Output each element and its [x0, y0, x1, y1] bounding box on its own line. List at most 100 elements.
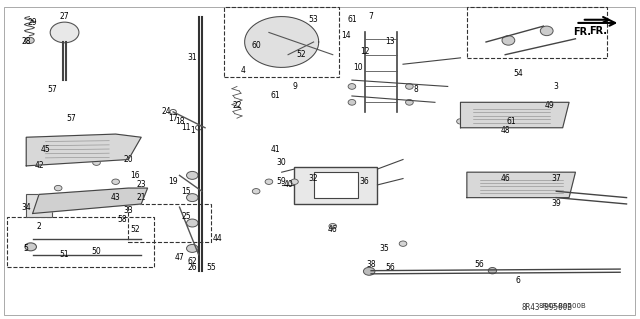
Ellipse shape [502, 36, 515, 45]
Text: 2: 2 [36, 222, 42, 231]
Text: 17: 17 [168, 114, 178, 123]
Text: 57: 57 [66, 114, 76, 123]
Bar [467, 7, 607, 58]
Text: 41: 41 [271, 145, 280, 154]
Ellipse shape [265, 179, 273, 184]
Text: 7: 7 [369, 12, 374, 21]
Text: 46: 46 [500, 174, 510, 183]
Text: 36: 36 [360, 177, 369, 186]
Text: 43: 43 [111, 193, 120, 202]
Text: 62: 62 [188, 257, 197, 266]
Ellipse shape [186, 194, 198, 202]
Ellipse shape [406, 84, 413, 89]
Text: 61: 61 [347, 15, 356, 24]
Text: 37: 37 [552, 174, 561, 183]
Ellipse shape [50, 22, 79, 43]
Text: 24: 24 [162, 108, 172, 116]
Bar [7, 217, 154, 268]
Text: 31: 31 [188, 53, 197, 62]
Text: 35: 35 [379, 244, 388, 253]
Text: 8: 8 [413, 85, 418, 94]
Text: 18: 18 [175, 117, 184, 126]
Text: 34: 34 [21, 203, 31, 211]
Text: 47: 47 [175, 254, 184, 263]
Polygon shape [461, 102, 569, 128]
Text: 10: 10 [353, 63, 363, 72]
Text: 42: 42 [34, 161, 44, 170]
Text: 33: 33 [124, 206, 133, 215]
Ellipse shape [508, 120, 515, 126]
Text: 14: 14 [340, 31, 350, 40]
Text: 1: 1 [190, 126, 195, 135]
Text: 22: 22 [232, 101, 242, 110]
Ellipse shape [399, 241, 407, 246]
Text: 29: 29 [28, 19, 37, 27]
Text: 4: 4 [241, 66, 246, 75]
Ellipse shape [329, 224, 337, 229]
Text: 57: 57 [47, 85, 57, 94]
Bar [26, 195, 52, 217]
Ellipse shape [186, 219, 198, 227]
Text: 44: 44 [213, 234, 223, 243]
Ellipse shape [252, 189, 260, 194]
Text: 46: 46 [328, 225, 338, 234]
Ellipse shape [546, 115, 554, 121]
Text: 48: 48 [500, 126, 510, 135]
Text: 8R43-B9500B: 8R43-B9500B [539, 303, 586, 308]
Text: 54: 54 [513, 69, 523, 78]
Text: 61: 61 [271, 92, 280, 100]
Ellipse shape [112, 179, 120, 184]
Ellipse shape [348, 84, 356, 89]
Ellipse shape [488, 268, 497, 274]
Ellipse shape [457, 119, 465, 124]
Text: 59: 59 [277, 177, 287, 186]
Text: 13: 13 [385, 38, 395, 47]
Text: 60: 60 [252, 41, 261, 50]
Text: 45: 45 [40, 145, 51, 154]
Text: 52: 52 [296, 50, 306, 59]
Text: 49: 49 [545, 101, 555, 110]
Ellipse shape [54, 185, 62, 191]
Text: 19: 19 [168, 177, 178, 186]
Text: 56: 56 [385, 263, 395, 272]
Text: 5: 5 [24, 244, 29, 253]
Ellipse shape [406, 100, 413, 105]
Ellipse shape [364, 267, 375, 275]
Ellipse shape [291, 179, 298, 184]
Bar [314, 172, 358, 197]
Text: 61: 61 [507, 117, 516, 126]
Ellipse shape [540, 26, 553, 36]
Polygon shape [33, 188, 148, 213]
Text: 53: 53 [308, 15, 319, 24]
Text: 38: 38 [366, 260, 376, 269]
Text: 51: 51 [60, 250, 69, 259]
Text: 20: 20 [124, 155, 133, 164]
Ellipse shape [272, 35, 291, 49]
Ellipse shape [25, 37, 34, 44]
Polygon shape [467, 172, 575, 197]
Text: 23: 23 [136, 181, 146, 189]
Polygon shape [26, 134, 141, 166]
Text: 16: 16 [130, 171, 140, 180]
Text: 12: 12 [360, 47, 369, 56]
Text: 21: 21 [136, 193, 146, 202]
Ellipse shape [93, 160, 100, 165]
Ellipse shape [186, 244, 198, 252]
Bar [129, 204, 211, 242]
Text: FR.: FR. [589, 26, 607, 36]
Text: 8R43-B9500B: 8R43-B9500B [521, 303, 572, 312]
Ellipse shape [186, 171, 198, 179]
Text: 3: 3 [554, 82, 559, 91]
Text: 56: 56 [475, 260, 484, 269]
Text: 39: 39 [552, 199, 561, 208]
Text: 52: 52 [130, 225, 140, 234]
Text: 26: 26 [188, 263, 197, 272]
Text: 9: 9 [292, 82, 297, 91]
Ellipse shape [42, 146, 49, 151]
Bar [294, 167, 378, 204]
Text: 25: 25 [181, 212, 191, 221]
Text: 58: 58 [117, 215, 127, 224]
Ellipse shape [25, 243, 36, 251]
Text: 55: 55 [207, 263, 216, 272]
Text: 30: 30 [277, 158, 287, 167]
